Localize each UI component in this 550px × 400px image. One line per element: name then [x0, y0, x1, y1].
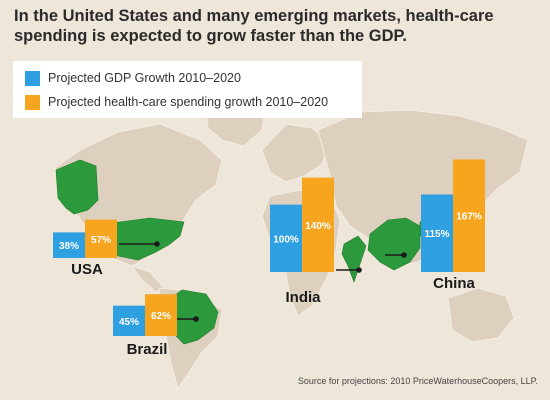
source-note: Source for projections: 2010 PriceWaterh… [297, 376, 538, 386]
legend-swatch-health [25, 94, 40, 110]
bar-gdp-usa [53, 232, 85, 258]
china-shape [367, 217, 421, 271]
bar-label-gdp-brazil: 45% [119, 317, 139, 328]
location-dot-india [356, 267, 362, 273]
bar-health-china [453, 159, 485, 272]
land-australia [447, 287, 515, 343]
land-europe [261, 123, 331, 183]
bar-layer: 38% 57% USA 45% 62% Brazil 100% 140% India 115% 16… [53, 159, 485, 358]
bar-health-brazil [145, 294, 177, 336]
bar-health-india [302, 177, 334, 272]
legend-swatch-gdp [25, 70, 40, 86]
land-central-america [130, 265, 165, 293]
bar-label-health-china: 167% [456, 212, 482, 223]
bar-gdp-china [421, 194, 453, 272]
headline: In the United States and many emerging m… [14, 7, 494, 45]
country-label-china: China [433, 275, 475, 292]
bar-label-gdp-india: 100% [273, 234, 299, 245]
bar-gdp-brazil [113, 305, 145, 336]
bar-label-health-brazil: 62% [151, 311, 171, 322]
legend-label-gdp: Projected GDP Growth 2010–2020 [48, 71, 241, 85]
bar-label-health-india: 140% [305, 221, 331, 232]
country-label-usa: USA [71, 261, 103, 278]
alaska-shape [55, 159, 99, 215]
india-shape [341, 235, 367, 283]
location-dot-china [401, 252, 407, 258]
country-label-india: India [285, 289, 321, 306]
legend-item-gdp: Projected GDP Growth 2010–2020 [25, 69, 241, 87]
location-dot-usa [154, 241, 160, 247]
location-dot-brazil [193, 316, 199, 322]
bar-health-usa [85, 219, 117, 258]
legend: Projected GDP Growth 2010–2020 Projected… [13, 61, 362, 118]
legend-label-health: Projected health-care spending growth 20… [48, 95, 329, 109]
bar-label-health-usa: 57% [91, 235, 111, 246]
country-label-brazil: Brazil [127, 341, 168, 358]
legend-item-health: Projected health-care spending growth 20… [25, 93, 328, 111]
bar-label-gdp-usa: 38% [59, 241, 79, 252]
bar-label-gdp-china: 115% [424, 229, 449, 240]
bar-gdp-india [270, 204, 302, 272]
